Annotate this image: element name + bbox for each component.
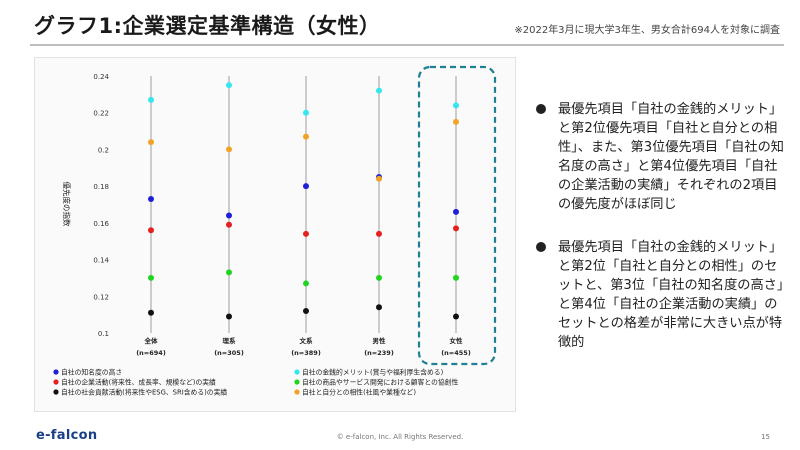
category-label: 男性 (372, 336, 387, 345)
data-point-series-1 (148, 195, 154, 202)
y-tick-label: 0.12 (93, 293, 109, 301)
legend-label: 自社の社会貢献活動(将来性やESG、SRI含める)の実績 (61, 388, 227, 397)
data-point-series-4 (148, 274, 154, 281)
data-point-series-2 (453, 102, 459, 109)
data-point-series-5 (303, 307, 309, 314)
data-point-series-3 (148, 227, 154, 234)
bullet-item-1: 最優先項目「自社の金銭的メリット」と第2位優先項目「自社と自分との相性」、また、… (536, 100, 786, 214)
bullet-dot-icon (536, 242, 546, 252)
data-point-series-2 (303, 109, 309, 116)
category-n-label: (n=305) (214, 349, 244, 357)
legend-marker (53, 379, 59, 385)
data-point-series-3 (376, 230, 382, 237)
legend-label: 自社の金銭的メリット(賞与や福利厚生含める) (302, 368, 444, 377)
data-point-series-4 (376, 274, 382, 281)
legend-label: 自社の企業活動(将来性、成長率、規模など)の実績 (61, 378, 216, 387)
legend-marker (294, 379, 300, 385)
legend-marker (53, 369, 59, 375)
data-point-series-3 (303, 230, 309, 237)
data-point-series-1 (226, 212, 232, 219)
category-label: 全体 (144, 336, 159, 345)
page-number: 15 (761, 433, 770, 441)
data-point-series-6 (453, 118, 459, 125)
legend-label: 自社の商品やサービス開発における顧客との協創性 (302, 378, 458, 387)
chart-panel (34, 57, 516, 412)
data-point-series-6 (303, 133, 309, 140)
category-n-label: (n=389) (291, 349, 321, 357)
category-n-label: (n=455) (441, 349, 471, 357)
highlight-box (417, 65, 497, 366)
category-label: 文系 (299, 336, 314, 345)
legend-marker (53, 389, 59, 395)
y-tick-label: 0.18 (93, 183, 109, 191)
data-point-series-5 (148, 309, 154, 316)
y-tick-label: 0.2 (98, 146, 109, 154)
data-point-series-2 (376, 87, 382, 94)
title-divider (30, 44, 784, 46)
data-point-series-2 (226, 82, 232, 89)
data-point-series-6 (376, 175, 382, 182)
data-point-series-1 (303, 183, 309, 190)
data-point-series-3 (453, 225, 459, 232)
category-label: 理系 (223, 336, 237, 345)
y-tick-label: 0.22 (93, 110, 109, 118)
bullet-text-2: 最優先項目「自社の金銭的メリット」と第2位「自社と自分との相性」のセットと、第3… (558, 240, 784, 350)
data-point-series-5 (453, 313, 459, 320)
data-point-series-4 (303, 280, 309, 287)
survey-note: ※2022年3月に現大学3年生、男女合計694人を対象に調査 (514, 25, 780, 36)
page-title: グラフ1:企業選定基準構造（女性） (34, 14, 381, 38)
y-tick-label: 0.1 (98, 330, 109, 338)
data-point-series-4 (453, 274, 459, 281)
y-tick-label: 0.14 (93, 257, 109, 265)
y-axis-label: 優先度の指数 (62, 182, 72, 227)
bullet-item-2: 最優先項目「自社の金銭的メリット」と第2位「自社と自分との相性」のセットと、第3… (536, 238, 786, 352)
data-point-series-6 (226, 146, 232, 153)
data-point-series-4 (226, 269, 232, 276)
legend-label: 自社の知名度の高さ (61, 368, 122, 377)
e-falcon-logo: e-falcon (36, 428, 98, 443)
data-point-series-5 (376, 304, 382, 311)
legend-marker (294, 369, 300, 375)
copyright: © e-falcon, Inc. All Rights Reserved. (336, 433, 464, 441)
y-tick-label: 0.16 (93, 220, 109, 228)
category-label: 女性 (450, 336, 464, 345)
data-point-series-6 (148, 139, 154, 146)
category-n-label: (n=694) (136, 349, 166, 357)
bullet-text-1: 最優先項目「自社の金銭的メリット」と第2位優先項目「自社と自分との相性」、また、… (558, 102, 784, 212)
category-n-label: (n=239) (364, 349, 394, 357)
data-point-series-3 (226, 221, 232, 228)
bullet-dot-icon (536, 104, 546, 114)
data-point-series-2 (148, 96, 154, 103)
legend-label: 自社と自分との相性(社風や業種など) (302, 388, 416, 397)
data-point-series-5 (226, 313, 232, 320)
data-point-series-1 (453, 208, 459, 215)
bullet-list: 最優先項目「自社の金銭的メリット」と第2位優先項目「自社と自分との相性」、また、… (536, 100, 786, 376)
y-tick-label: 0.24 (93, 73, 109, 81)
legend-marker (294, 389, 300, 395)
